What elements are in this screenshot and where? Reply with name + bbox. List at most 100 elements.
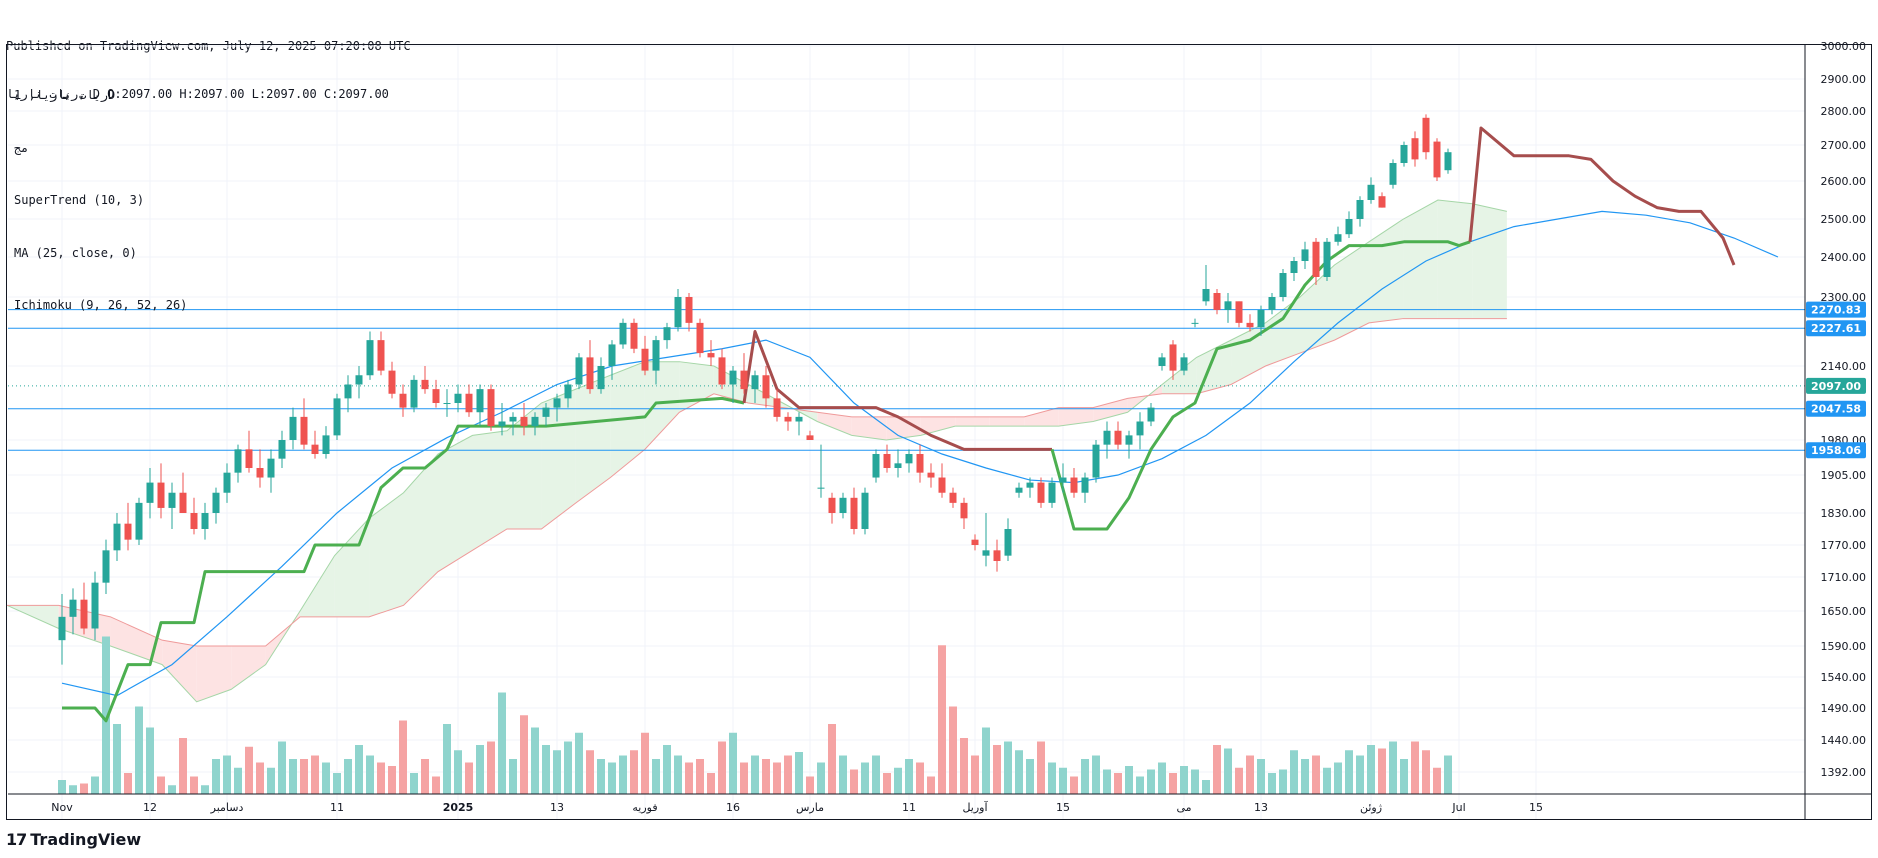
volume-bar — [69, 785, 77, 794]
candle-body — [421, 379, 429, 390]
volume-bar — [1224, 748, 1232, 794]
candle-body — [234, 449, 242, 473]
candle-body — [949, 492, 957, 503]
candle-body — [355, 375, 363, 385]
legend-supertrend[interactable]: SuperTrend (10, 3) — [14, 193, 145, 207]
volume-bar — [938, 645, 946, 794]
volume-bar — [1444, 755, 1452, 794]
moving-average-line — [61, 210, 1779, 697]
legend-symbol[interactable]: ریات ناریا, 1D — [14, 88, 116, 102]
volume-bar — [454, 750, 462, 794]
time-axis-label: Nov — [51, 801, 73, 814]
volume-bar — [322, 762, 330, 794]
time-axis-label: 15 — [1529, 801, 1543, 814]
candle-body — [278, 440, 286, 459]
candle-body — [157, 482, 165, 508]
volume-bar — [641, 732, 649, 794]
price-axis-label: 1392.00 — [1821, 766, 1867, 779]
volume-bar — [190, 776, 198, 794]
volume-bar — [223, 755, 231, 794]
candle-body — [322, 435, 330, 454]
candle-body — [1334, 234, 1342, 242]
legend-ma[interactable]: MA (25, close, 0) — [14, 245, 137, 260]
candle-body — [1389, 163, 1397, 185]
candle-body — [1103, 430, 1111, 445]
candle-body — [1356, 200, 1364, 219]
candle-body — [366, 340, 374, 376]
volume-bar — [828, 724, 836, 794]
ichimoku-cloud-segment — [300, 555, 335, 617]
candle-body — [1015, 487, 1023, 493]
candle-body — [1004, 529, 1012, 556]
price-tag: 2097.00 — [1806, 377, 1866, 394]
volume-bar — [333, 773, 341, 794]
price-axis-label: 1830.00 — [1821, 507, 1867, 520]
time-axis-label: 2025 — [443, 801, 474, 814]
volume-bar — [905, 759, 913, 794]
candle-body — [839, 497, 847, 513]
ichimoku-cloud-segment — [231, 646, 266, 690]
volume-bar — [861, 762, 869, 794]
volume-bar — [1235, 767, 1243, 794]
volume-bar — [685, 762, 693, 794]
candle-body — [905, 454, 913, 464]
candle-body — [619, 322, 627, 345]
volume-bar — [201, 785, 209, 794]
volume-bar — [1389, 741, 1397, 794]
volume-bar — [443, 724, 451, 794]
ichimoku-cloud-segment — [1300, 265, 1335, 354]
candle-body — [674, 297, 682, 328]
volume-bar — [245, 746, 253, 794]
candle-body — [113, 523, 121, 551]
candle-body — [773, 398, 781, 417]
volume-bar — [784, 755, 792, 794]
volume-bar — [1323, 767, 1331, 794]
candle-body — [1323, 241, 1331, 277]
price-axis-label: 1540.00 — [1821, 671, 1867, 684]
ichimoku-cloud-segment — [1472, 203, 1507, 319]
volume-bar — [960, 738, 968, 794]
candle-body — [1312, 241, 1320, 277]
volume-bar — [1169, 773, 1177, 794]
supertrend-down-line — [742, 330, 1052, 451]
volume-bar — [707, 773, 715, 794]
volume-bar — [1378, 748, 1386, 794]
legend-ichimoku[interactable]: Ichimoku (9, 26, 52, 26) — [14, 298, 188, 312]
volume-bar — [80, 783, 88, 794]
candle-body — [1202, 289, 1210, 302]
candle-body — [542, 407, 550, 417]
candle-body — [1158, 357, 1166, 366]
volume-bar — [1312, 755, 1320, 794]
indicator-legend: ریات ناریا, 1D مج SuperTrend (10, 3) MA … — [14, 52, 187, 332]
candle-body — [1081, 477, 1089, 493]
candle-body — [630, 322, 638, 349]
candle-body — [102, 550, 110, 583]
ohlc-line: ریات ناریا, D O:2097.00 H:2097.00 L:2097… — [6, 87, 389, 101]
volume-bar — [982, 727, 990, 794]
candle-body — [1169, 344, 1177, 371]
volume-bar — [476, 745, 484, 794]
volume-bar — [1433, 767, 1441, 794]
candle-body — [531, 416, 539, 427]
candle-body — [212, 492, 220, 513]
volume-bar — [795, 752, 803, 794]
candle-body — [1191, 322, 1199, 324]
candle-body — [564, 384, 572, 399]
ichimoku-cloud-segment — [196, 646, 232, 702]
price-tag: 2270.83 — [1806, 301, 1866, 318]
volume-bar — [663, 745, 671, 794]
volume-bar — [311, 755, 319, 794]
chart-panel[interactable] — [6, 44, 1872, 820]
candle-body — [201, 513, 209, 529]
price-tag-bg — [1806, 320, 1866, 337]
candle-body — [300, 416, 308, 445]
candle-body — [1411, 138, 1419, 160]
time-axis-label: مارس — [796, 801, 824, 814]
volume-bar — [1356, 755, 1364, 794]
ichimoku-cloud-segment — [920, 416, 956, 436]
volume-bar — [872, 755, 880, 794]
volume-bar — [1125, 766, 1133, 794]
price-tag-bg — [1806, 377, 1866, 394]
candle-body — [91, 582, 99, 629]
